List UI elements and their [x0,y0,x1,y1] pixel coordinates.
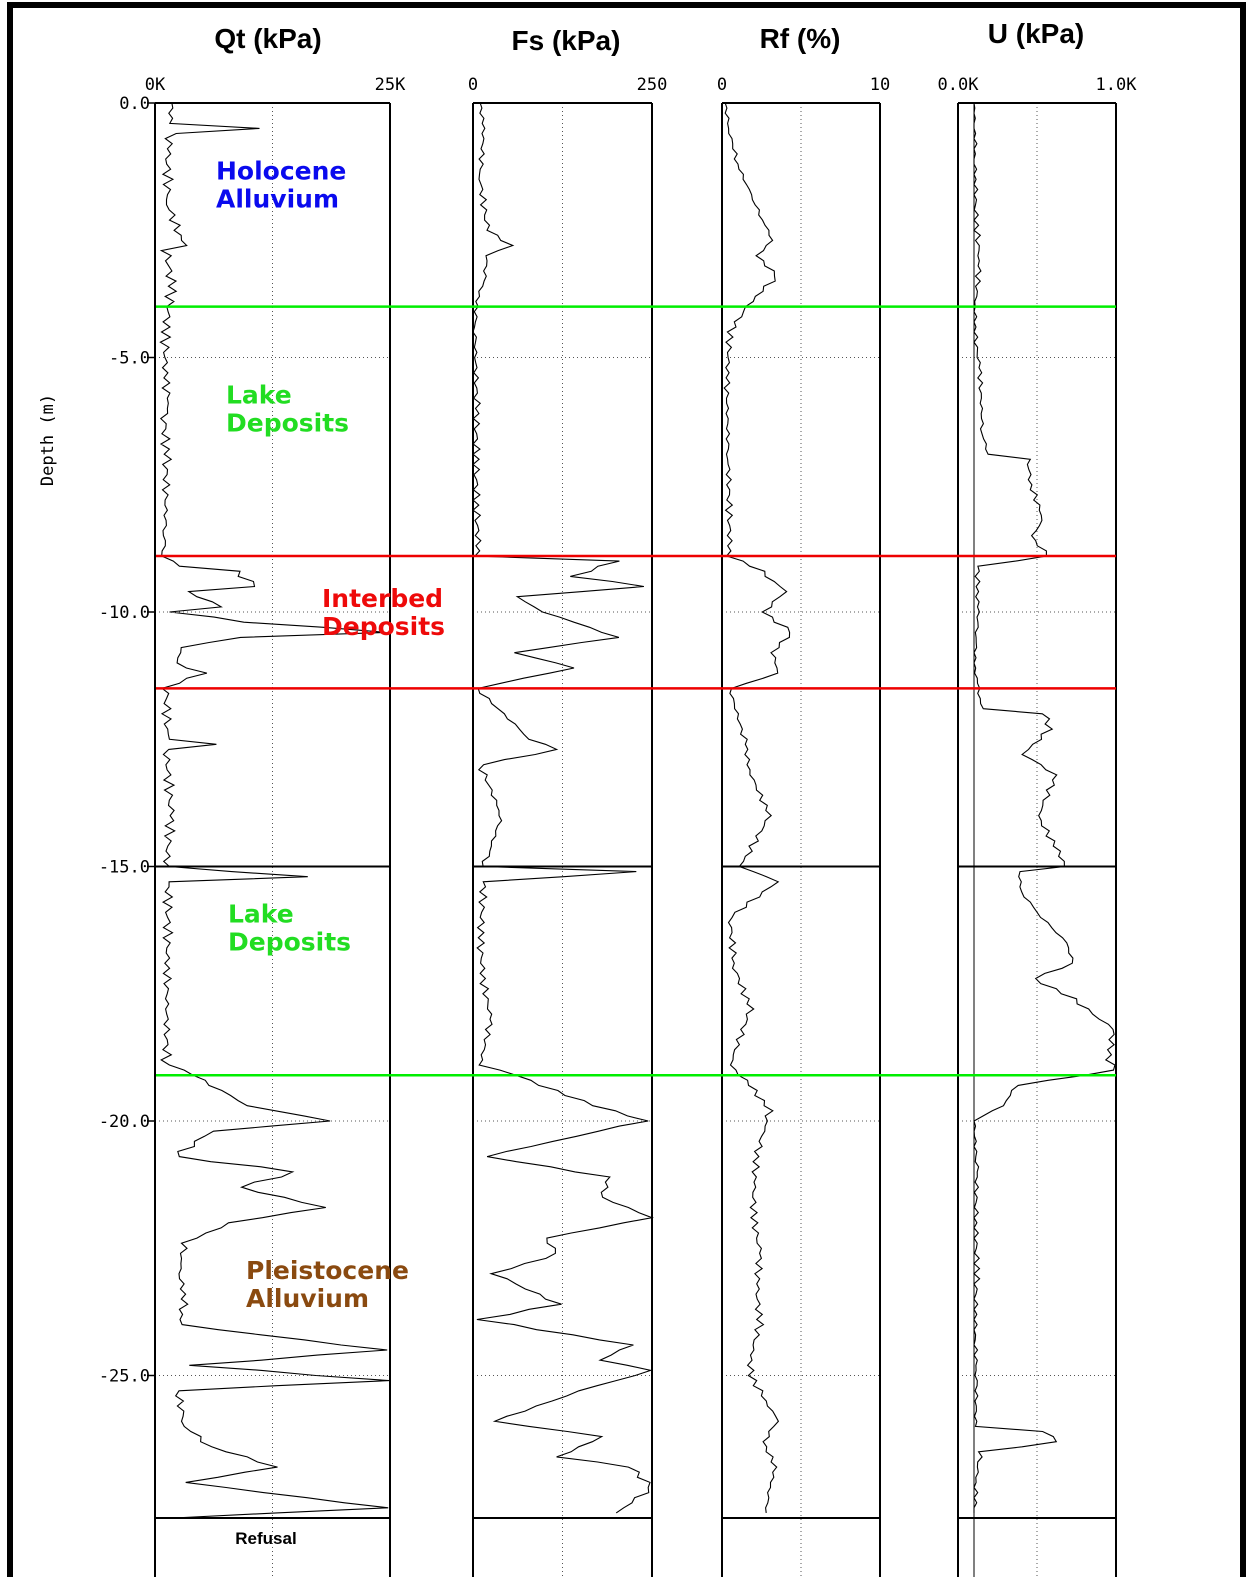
soil-unit-label-line: Holocene [216,156,346,185]
depth-tick-label: -15.0 [99,858,150,878]
depth-axis: 0.0 -5.0 -10.0 -15.0 -20.0 -25.0 Depth (m) [38,94,156,1577]
soil-unit-label-line: Lake [226,380,292,409]
fs-title: Fs (kPa) [512,25,621,56]
u-title: U (kPa) [988,18,1084,49]
depth-tick-label: -25.0 [99,1367,150,1387]
fs-scale-min-label: 0 [468,75,478,95]
soil-unit-label-line: Deposits [322,612,445,641]
rf-panel: Rf (%) 0 10 [717,23,890,1577]
soil-unit-label-line: Alluvium [246,1284,369,1313]
depth-tick-label: 0.0 [119,94,150,114]
rf-scale-min-label: 0 [717,75,727,95]
soil-unit-label-line: Lake [228,899,294,928]
qt-data-trace [159,102,390,1519]
boundaries-layer [155,305,1116,1077]
soil-unit-label: Holocene Alluvium [216,156,346,213]
depth-tick-label: -20.0 [99,1112,150,1132]
fs-data-trace [472,102,655,1514]
soil-unit-label-line: Interbed [322,584,443,613]
soil-unit-label: Lake Deposits [226,380,349,437]
qt-title: Qt (kPa) [214,23,321,54]
u-data-trace [973,102,1116,1513]
fs-scale-max-label: 250 [637,75,668,95]
u-scale-min-label: 0.0K [938,75,980,95]
u-scale-max-label: 1.0K [1096,75,1138,95]
fs-panel: Fs (kPa) 0 250 [468,25,667,1577]
soil-unit-label: Pleistocene Alluvium [246,1256,409,1313]
u-panel: U (kPa) 0.0K 1.0K [938,18,1138,1577]
outer-frame [7,2,1246,1577]
soil-unit-label-line: Deposits [228,927,351,956]
depth-axis-title: Depth (m) [38,394,58,486]
qt-scale-min-label: 0K [145,75,166,95]
grid-layer [155,103,1116,1577]
depth-tick-label: -10.0 [99,603,150,623]
qt-scale-max-label: 25K [375,75,406,95]
soil-unit-label: Interbed Deposits [322,584,445,641]
rf-data-trace [723,102,791,1513]
refusal-label: Refusal [235,1529,296,1548]
depth-tick-label: -5.0 [109,349,150,369]
soil-unit-label-line: Deposits [226,408,349,437]
soil-unit-label: Lake Deposits [228,899,351,956]
soil-unit-label-line: Pleistocene [246,1256,409,1285]
rf-scale-max-label: 10 [870,75,890,95]
soil-unit-label-line: Alluvium [216,184,339,213]
rf-title: Rf (%) [760,23,841,54]
